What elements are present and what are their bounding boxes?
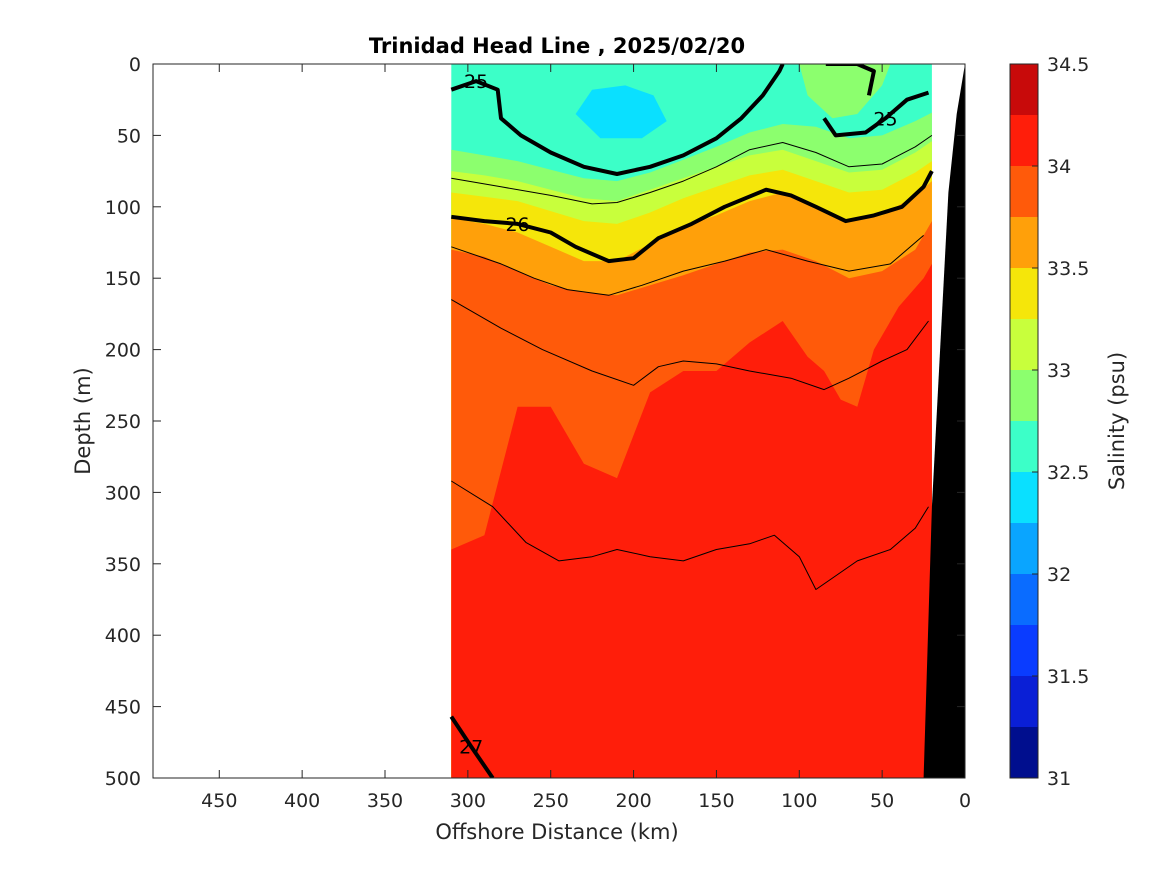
y-tick-label-100: 100 (105, 197, 141, 219)
density-contour-2 (825, 64, 876, 96)
density-contour-lines (449, 64, 934, 778)
colorbar-segment-2 (1010, 625, 1038, 676)
contour-label-4: 27 (459, 737, 483, 759)
colorbar: 31 31.5 32 32.5 33 33.5 34 34.5 Salinity (psu) (1009, 54, 1129, 790)
x-tick-label-0: 0 (959, 790, 971, 812)
colorbar-segment-13 (1010, 64, 1038, 115)
y-tick-label-500: 500 (105, 768, 141, 790)
salinity-patch-0 (575, 85, 667, 139)
colorbar-ticks: 31 31.5 32 32.5 33 33.5 34 34.5 (1032, 54, 1089, 790)
colorbar-segment-3 (1010, 574, 1038, 625)
colorbar-segment-11 (1010, 166, 1038, 217)
colorbar-tick-label-34.5: 34.5 (1047, 54, 1089, 76)
x-tick-label-250: 250 (533, 790, 569, 812)
salinity-patch-1 (766, 64, 891, 119)
colorbar-segment-4 (1010, 523, 1038, 574)
x-tick-label-200: 200 (615, 790, 651, 812)
density-contour-1 (822, 90, 930, 138)
density-contour-5 (451, 134, 933, 205)
x-tick-label-450: 450 (201, 790, 237, 812)
contour-labels: 25 25 26 27 (459, 71, 897, 759)
y-tick-label-200: 200 (105, 340, 141, 362)
density-contour-7 (451, 299, 929, 391)
colorbar-segment-9 (1010, 268, 1038, 319)
x-tick-label-150: 150 (698, 790, 734, 812)
y-axis-ticks: 0 50 100 150 200 250 300 350 400 450 500 (105, 54, 965, 790)
colorbar-tick-label-31: 31 (1047, 768, 1071, 790)
density-contour-0 (450, 64, 785, 176)
density-contour-3 (451, 170, 934, 264)
x-tick-label-300: 300 (450, 790, 486, 812)
y-tick-label-0: 0 (129, 54, 141, 76)
x-axis-ticks: 450 400 350 300 250 200 150 100 50 0 (201, 64, 971, 812)
seafloor (923, 64, 965, 778)
density-contour-8 (451, 480, 929, 590)
contour-label-3: 26 (505, 214, 529, 236)
colorbar-segment-7 (1010, 370, 1038, 421)
colorbar-segment-6 (1010, 421, 1038, 472)
colorbar-tick-label-32: 32 (1047, 564, 1071, 586)
colorbar-tick-label-32.5: 32.5 (1047, 462, 1089, 484)
colorbar-tick-label-33: 33 (1047, 360, 1071, 382)
colorbar-segments (1010, 64, 1038, 778)
x-tick-label-400: 400 (284, 790, 320, 812)
colorbar-segment-5 (1010, 472, 1038, 523)
y-tick-label-350: 350 (105, 554, 141, 576)
colorbar-tick-label-33.5: 33.5 (1047, 258, 1089, 280)
x-tick-label-50: 50 (870, 790, 894, 812)
y-axis-label: Depth (m) (71, 367, 95, 474)
colorbar-segment-8 (1010, 319, 1038, 370)
x-tick-label-350: 350 (367, 790, 403, 812)
chart-title: Trinidad Head Line , 2025/02/20 (369, 34, 745, 58)
salinity-layer-0 (451, 263, 932, 778)
density-contour-4 (449, 715, 495, 778)
bathymetry (923, 64, 965, 778)
contour-label-1: 25 (873, 108, 897, 130)
colorbar-tick-label-34: 34 (1047, 156, 1071, 178)
colorbar-segment-1 (1010, 676, 1038, 727)
colorbar-segment-0 (1010, 727, 1038, 778)
salinity-fill-layers (451, 64, 932, 778)
colorbar-label: Salinity (psu) (1105, 352, 1129, 490)
colorbar-frame (1009, 63, 1039, 779)
y-tick-label-400: 400 (105, 625, 141, 647)
y-tick-label-450: 450 (105, 697, 141, 719)
y-tick-label-250: 250 (105, 411, 141, 433)
y-tick-label-300: 300 (105, 482, 141, 504)
x-axis-label: Offshore Distance (km) (435, 820, 678, 844)
y-tick-label-150: 150 (105, 268, 141, 290)
x-tick-label-100: 100 (781, 790, 817, 812)
density-contour-6 (451, 235, 924, 296)
colorbar-tick-label-31.5: 31.5 (1047, 666, 1089, 688)
colorbar-segment-12 (1010, 115, 1038, 166)
contour-label-0: 25 (464, 71, 488, 93)
y-tick-label-50: 50 (117, 125, 141, 147)
colorbar-segment-10 (1010, 217, 1038, 268)
